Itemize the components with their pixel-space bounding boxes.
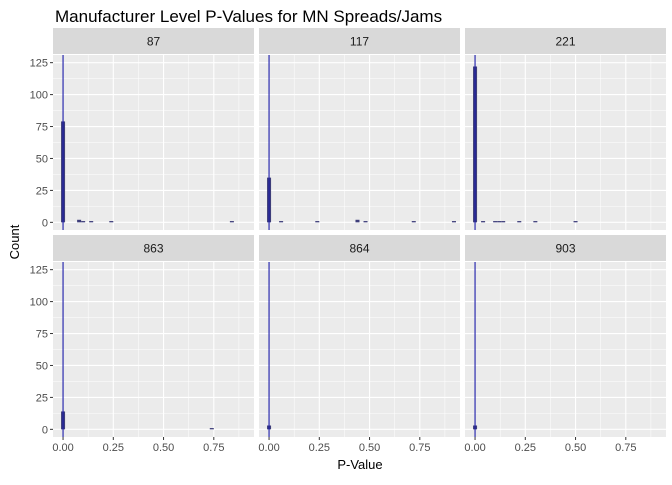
- x-tick-label: 0.25: [515, 442, 536, 454]
- histogram-bar: [77, 219, 82, 223]
- histogram-bar: [279, 221, 284, 223]
- y-tick-label: 125: [30, 265, 48, 277]
- histogram-bar: [363, 221, 368, 223]
- x-tick-label: 0.00: [258, 442, 279, 454]
- facet-panel-87: 87 0 25 50 75 100 125: [30, 28, 254, 230]
- facet-strip-label: 864: [349, 242, 369, 256]
- x-tick-label: 0.25: [103, 442, 124, 454]
- histogram-bar: [481, 221, 486, 223]
- y-tick-label: 100: [30, 297, 48, 309]
- x-tick-label: 0.50: [565, 442, 586, 454]
- facet-panel-221: 221: [465, 28, 666, 230]
- chart-title: Manufacturer Level P-Values for MN Sprea…: [55, 7, 442, 26]
- x-tick-label: 0.50: [359, 442, 380, 454]
- histogram-bar: [517, 221, 522, 223]
- x-axis-title: P-Value: [337, 457, 382, 472]
- y-tick-label: 0: [42, 424, 48, 436]
- facet-panels: 87 0 25 50 75 100 125 117 221 863 0 25 50 75 100 125 0.0…: [30, 28, 666, 454]
- histogram-bar: [451, 221, 456, 223]
- facet-panel-864: 864 0.00 0.25 0.50 0.75: [258, 235, 460, 454]
- x-tick-label: 0.00: [464, 442, 485, 454]
- facet-strip-label: 87: [147, 35, 161, 49]
- facet-panel-117: 117: [259, 28, 460, 230]
- facet-panel-903: 903 0.00 0.25 0.50 0.75: [464, 235, 666, 454]
- facet-strip-label: 117: [350, 35, 369, 49]
- facet-strip-label: 863: [143, 242, 163, 256]
- y-tick-label: 0: [42, 217, 48, 229]
- histogram-bar: [209, 428, 214, 430]
- facet-strip-label: 221: [555, 35, 575, 49]
- y-tick-label: 75: [36, 122, 48, 134]
- histogram-bar: [229, 221, 234, 223]
- histogram-bar: [501, 221, 506, 223]
- y-tick-label: 50: [36, 360, 48, 372]
- histogram-bar: [81, 221, 86, 223]
- facet-strip: [465, 235, 666, 261]
- histogram-bar: [493, 221, 498, 223]
- x-tick-label: 0.75: [409, 442, 430, 454]
- x-tick-label: 0.00: [52, 442, 73, 454]
- facet-strip: [259, 235, 460, 261]
- y-tick-label: 50: [36, 153, 48, 165]
- y-tick-label: 125: [30, 58, 48, 70]
- y-tick-label: 75: [36, 329, 48, 341]
- histogram-bar: [533, 221, 538, 223]
- histogram-bar: [573, 221, 578, 223]
- histogram-bar: [89, 221, 94, 223]
- histogram-bar: [109, 221, 114, 223]
- facet-panel-863: 863 0 25 50 75 100 125 0.00 0.25 0.50 0.75: [30, 235, 254, 454]
- y-tick-label: 25: [36, 185, 48, 197]
- x-tick-label: 0.50: [153, 442, 174, 454]
- histogram-bar: [497, 221, 502, 223]
- facet-strip: [53, 235, 254, 261]
- facet-strip: [259, 28, 460, 54]
- facet-strip: [465, 28, 666, 54]
- histogram-bar: [411, 221, 416, 223]
- x-tick-label: 0.75: [615, 442, 636, 454]
- histogram-bar: [315, 221, 320, 223]
- x-tick-label: 0.75: [203, 442, 224, 454]
- y-axis-title: Count: [7, 224, 22, 259]
- x-tick-label: 0.25: [309, 442, 330, 454]
- y-tick-label: 100: [30, 90, 48, 102]
- histogram-bar: [355, 219, 360, 223]
- facet-strip: [53, 28, 254, 54]
- facet-strip-label: 903: [555, 242, 575, 256]
- y-tick-label: 25: [36, 392, 48, 404]
